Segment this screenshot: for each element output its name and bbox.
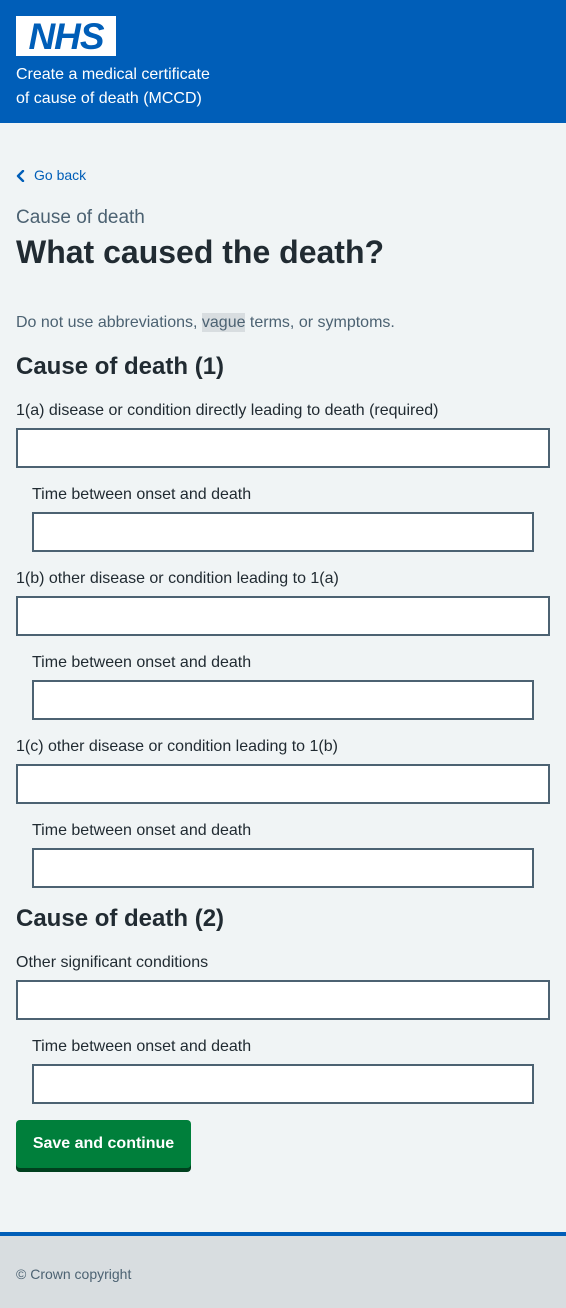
page-caption: Cause of death [16, 207, 145, 228]
cause-1c-time-label: Time between onset and death [32, 822, 252, 839]
save-and-continue-button[interactable]: Save and continue [16, 1120, 191, 1168]
page-title: What caused the death? [16, 234, 385, 270]
other-conditions-time-label: Time between onset and death [32, 1038, 252, 1055]
cause-1b-time-input[interactable] [32, 680, 534, 720]
cause-1c-time-input[interactable] [32, 848, 534, 888]
cause-1b-time-label: Time between onset and death [32, 654, 252, 671]
cause-1c-input[interactable] [16, 764, 550, 804]
hint-text: Do not use abbreviations, vague terms, o… [16, 310, 395, 336]
other-conditions-label: Other significant conditions [16, 954, 209, 971]
other-conditions-input[interactable] [16, 980, 550, 1020]
cause-1b-input[interactable] [16, 596, 550, 636]
cause-1a-label: 1(a) disease or condition directly leadi… [16, 402, 439, 419]
cause-1a-time-input[interactable] [32, 512, 534, 552]
nhs-logo[interactable]: NHS [16, 16, 116, 56]
service-name-line2: of cause of death (MCCD) [16, 90, 202, 107]
section2-heading: Cause of death (2) [16, 905, 225, 932]
section1-heading: Cause of death (1) [16, 353, 225, 380]
back-link[interactable]: Go back [16, 165, 86, 185]
hint-after: terms, or symptoms. [245, 314, 395, 331]
hint-before: Do not use abbreviations, [16, 314, 202, 331]
copyright-text: © Crown copyright [16, 1266, 132, 1282]
other-conditions-time-input[interactable] [32, 1064, 534, 1104]
cause-1c-label: 1(c) other disease or condition leading … [16, 738, 338, 755]
site-header: NHS Create a medical certificate of caus… [0, 0, 566, 123]
cause-1a-time-label: Time between onset and death [32, 486, 252, 503]
nhs-logo-icon: NHS [16, 16, 116, 56]
service-name-line1: Create a medical certificate [16, 66, 210, 83]
back-link-label: Go back [34, 167, 87, 183]
cause-1a-input[interactable] [16, 428, 550, 468]
cause-1b-label: 1(b) other disease or condition leading … [16, 570, 339, 587]
chevron-left-icon [16, 169, 26, 183]
logo-text: NHS [28, 16, 104, 56]
service-name[interactable]: Create a medical certificate of cause of… [16, 63, 316, 111]
hint-highlight: vague [201, 313, 246, 332]
site-footer: © Crown copyright [0, 1232, 566, 1308]
